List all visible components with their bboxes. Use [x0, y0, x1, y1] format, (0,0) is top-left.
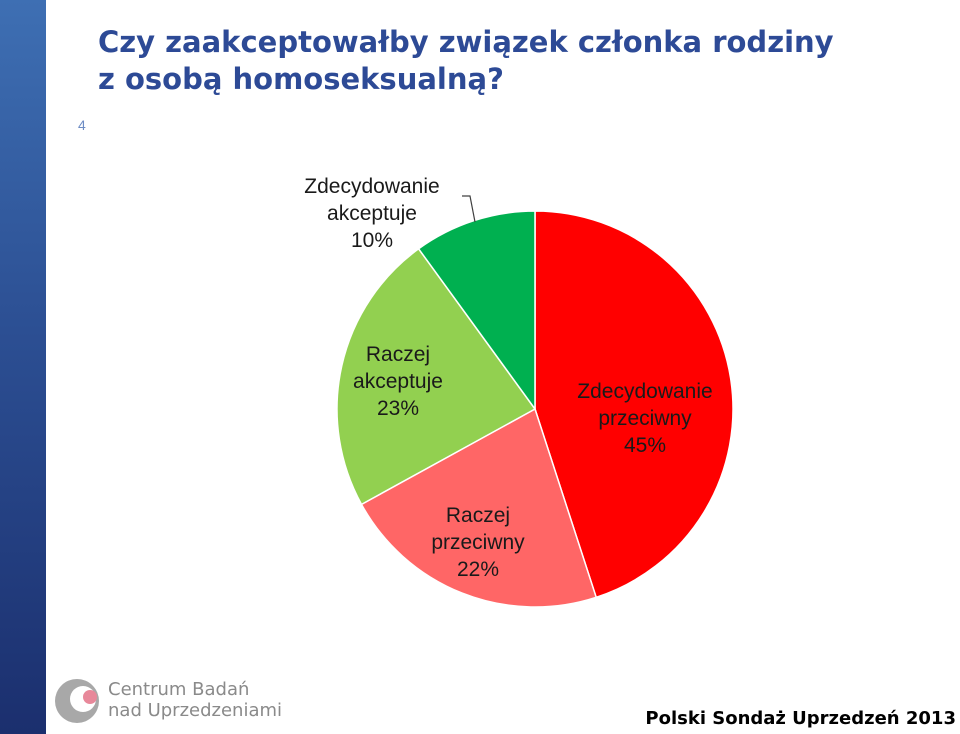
slice-label: Raczej przeciwny 22% — [431, 504, 525, 581]
slide-title: Czy zaakceptowałby związek członka rodzi… — [98, 24, 918, 98]
logo-text: Centrum Badań nad Uprzedzeniami — [108, 679, 282, 721]
logo-line-1: Centrum Badań — [108, 679, 250, 700]
slice-label: Zdecydowanie przeciwny 45% — [577, 380, 712, 457]
pie-slice — [417, 210, 536, 412]
logo-icon — [55, 679, 99, 723]
pie-slice — [336, 247, 537, 506]
side-bar — [0, 0, 46, 734]
slide-number: 4 — [78, 117, 86, 133]
slice-label: Raczej akceptuje 23% — [353, 343, 443, 420]
slice-label: Zdecydowanie akceptuje 10% — [304, 175, 439, 252]
footer-source: Polski Sondaż Uprzedzeń 2013 — [645, 708, 956, 729]
title-line-2: z osobą homoseksualną? — [98, 62, 504, 96]
pie-slice — [360, 407, 598, 608]
title-line-1: Czy zaakceptowałby związek członka rodzi… — [98, 25, 834, 59]
logo-line-2: nad Uprzedzeniami — [108, 700, 283, 721]
pie-slice — [534, 210, 734, 599]
leader-line — [462, 195, 476, 223]
